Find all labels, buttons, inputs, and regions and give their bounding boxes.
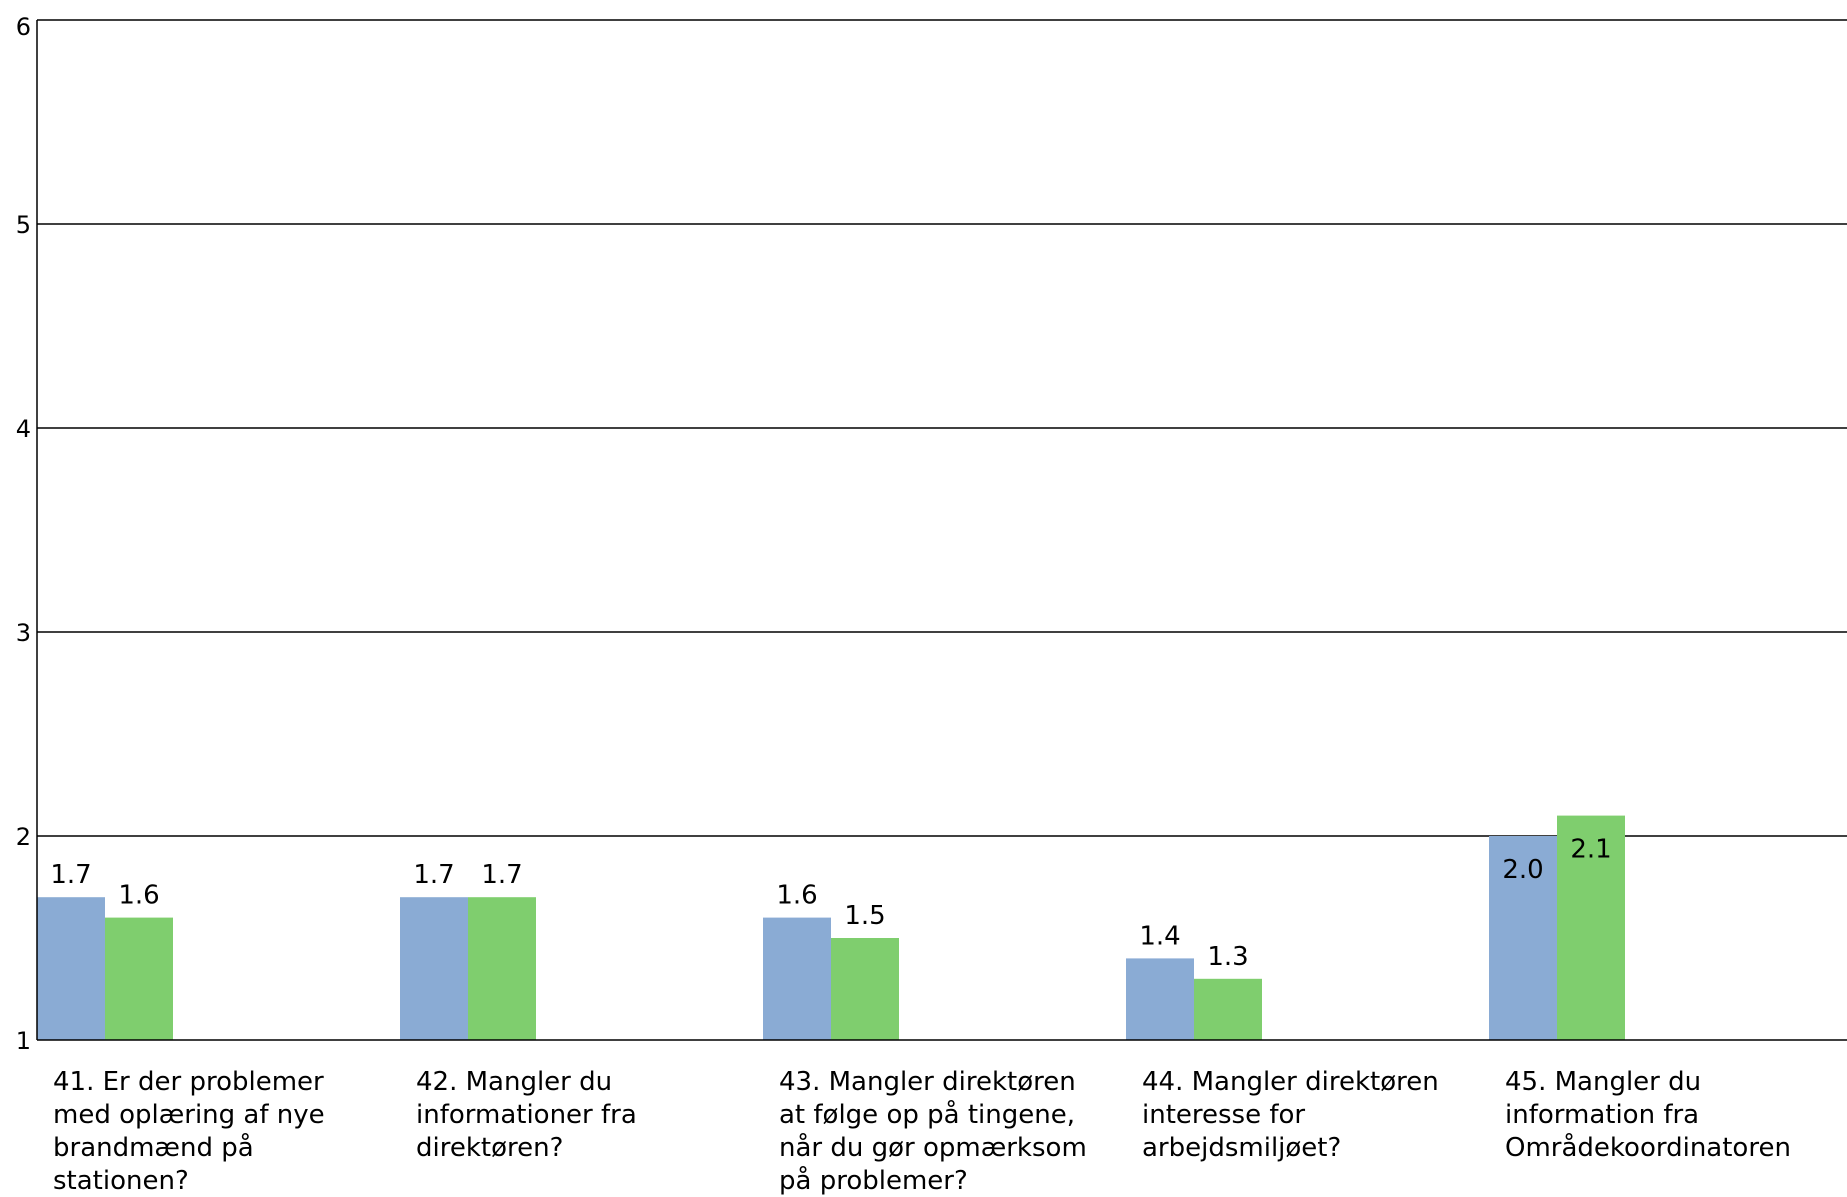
y-tick-label: 2 [16,823,31,851]
y-tick-label: 4 [16,415,31,443]
bar-series2-cat3 [831,938,899,1040]
bar-series1-cat4 [1126,958,1194,1040]
y-tick-label: 6 [16,13,31,41]
category-label-line: på problemer? [779,1165,968,1196]
bar-series2-cat5 [1557,815,1625,1040]
bar-series2-cat1 [105,917,173,1040]
category-label-line: interesse for [1142,1100,1305,1130]
bar-series1-cat5 [1489,836,1557,1040]
category-label-line: information fra [1505,1100,1699,1130]
y-tick-label: 1 [16,1027,31,1055]
data-label-series1-cat1: 1.7 [50,860,91,890]
category-label-line: med oplæring af nye [53,1100,325,1130]
bar-series2-cat4 [1194,978,1262,1040]
bar-series1-cat2 [400,897,468,1040]
category-label-line: direktøren? [416,1133,563,1163]
y-tick-label: 5 [16,211,31,239]
category-label-line: 42. Mangler du [416,1067,612,1097]
category-label-line: at følge op på tingene, [779,1099,1075,1130]
bar-series2-cat2 [468,897,536,1040]
grid-layer [37,19,1847,837]
category-label-line: stationen? [53,1166,189,1196]
category-label-line: 44. Mangler direktøren [1142,1067,1439,1097]
category-label-line: brandmænd på [53,1132,254,1163]
data-label-series2-cat5: 2.1 [1570,835,1611,865]
category-label-line: 43. Mangler direktøren [779,1067,1076,1097]
y-tick-label: 3 [16,619,31,647]
category-label-line: Områdekoordinatoren [1505,1132,1791,1163]
data-label-series2-cat2: 1.7 [481,860,522,890]
data-label-series2-cat4: 1.3 [1207,942,1248,972]
category-label-line: 45. Mangler du [1505,1067,1701,1097]
category-label-line: 41. Er der problemer [53,1067,324,1097]
axis-layer: 1 2 3 4 5 6 [16,13,1847,1055]
bar-series1-cat1 [37,897,105,1040]
category-label-line: informationer fra [416,1100,637,1130]
bar-series1-cat3 [763,917,831,1040]
data-label-series2-cat1: 1.6 [118,881,159,911]
category-label-line: arbejdsmiljøet? [1142,1133,1341,1163]
bar-layer [37,815,1625,1040]
data-label-series1-cat3: 1.6 [776,881,817,911]
data-label-series1-cat5: 2.0 [1502,855,1543,885]
category-label-line: når du gør opmærksom [779,1132,1087,1163]
data-label-series2-cat3: 1.5 [844,901,885,931]
data-label-series1-cat4: 1.4 [1139,921,1180,951]
data-label-series1-cat2: 1.7 [413,860,454,890]
